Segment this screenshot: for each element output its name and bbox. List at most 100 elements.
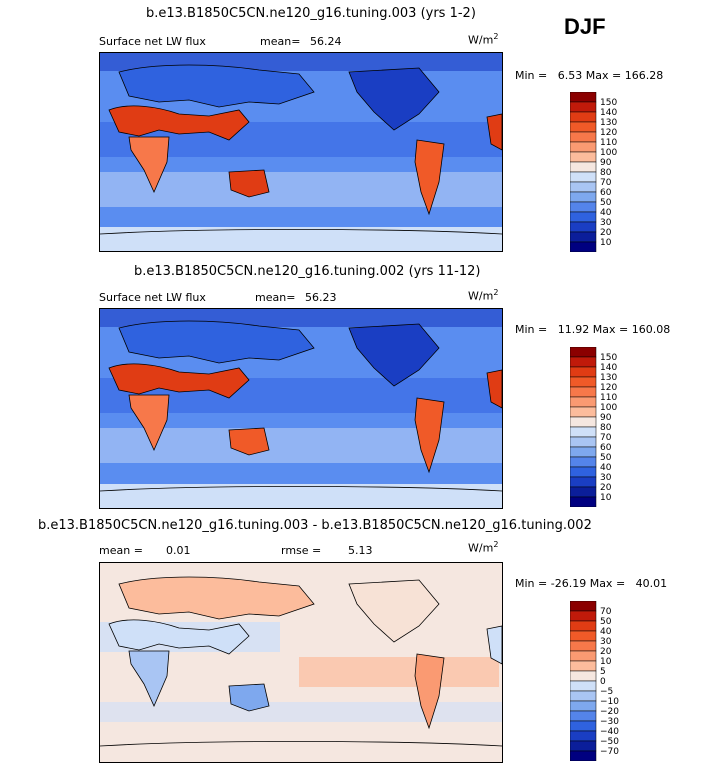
panel1-africa-south — [128, 136, 170, 193]
colorbar-swatch — [570, 426, 597, 438]
colorbar-swatch — [570, 601, 597, 612]
panel3-rmse-value: 5.13 — [348, 544, 373, 557]
panel1-sahara-region — [108, 105, 250, 141]
colorbar-tick-label: −10 — [600, 697, 619, 707]
colorbar-swatch — [570, 436, 597, 448]
colorbar-swatch — [570, 181, 597, 193]
panel1-eurasia — [118, 64, 315, 108]
panel2-north-america — [348, 323, 440, 387]
panel2-south-america — [414, 397, 445, 474]
colorbar-swatch — [570, 456, 597, 468]
colorbar-swatch — [570, 191, 597, 203]
panel2-field-label: Surface net LW flux — [99, 291, 206, 304]
panel2-antarctic-band — [100, 484, 502, 508]
panel3-map — [99, 562, 503, 768]
colorbar-tick-label: 110 — [600, 138, 617, 148]
panel3-minmax: Min = -26.19 Max = 40.01 — [515, 577, 668, 590]
colorbar-swatch — [570, 670, 597, 682]
colorbar-swatch — [570, 141, 597, 153]
colorbar-swatch — [570, 131, 597, 143]
colorbar-swatch — [570, 366, 597, 378]
colorbar-swatch — [570, 211, 597, 223]
panel3-africa-south — [128, 650, 170, 707]
panel1-mean-label: mean= — [260, 35, 301, 48]
colorbar-swatch — [570, 201, 597, 213]
colorbar-tick-label: 40 — [600, 627, 612, 637]
panel2-minmax: Min = 11.92 Max = 160.08 — [515, 323, 671, 336]
colorbar-tick-label: 80 — [600, 168, 612, 178]
panel3-sahara-region — [108, 619, 250, 655]
colorbar-swatch — [570, 231, 597, 243]
colorbar-tick-label: 150 — [600, 353, 617, 363]
panel1-antarctic-band — [100, 227, 502, 251]
colorbar-tick-label: 30 — [600, 218, 612, 228]
colorbar-swatch — [570, 121, 597, 133]
colorbar-tick-label: 100 — [600, 403, 617, 413]
colorbar-tick-label: 5 — [600, 667, 606, 677]
colorbar-swatch — [570, 406, 597, 418]
colorbar-tick-label: −50 — [600, 737, 619, 747]
panel3-mean-label: mean = — [99, 544, 143, 557]
colorbar-swatch — [570, 446, 597, 458]
colorbar-tick-label: −70 — [600, 747, 619, 757]
colorbar-tick-label: 120 — [600, 383, 617, 393]
colorbar-swatch — [570, 92, 597, 103]
colorbar-swatch — [570, 151, 597, 163]
panel1-units: W/m2 — [468, 32, 499, 47]
panel2-africa-south — [128, 394, 170, 451]
colorbar-tick-label: 30 — [600, 637, 612, 647]
panel3-antarctica-coast — [99, 741, 503, 747]
colorbar-swatch — [570, 690, 597, 702]
colorbar-tick-label: 80 — [600, 423, 612, 433]
panel2-antarctica-coast — [99, 486, 503, 492]
colorbar-tick-label: 10 — [600, 238, 612, 248]
panel3-southern-band — [100, 702, 502, 722]
colorbar-tick-label: 60 — [600, 188, 612, 198]
panel3-units: W/m2 — [468, 540, 499, 555]
panel3-map-svg — [99, 562, 503, 763]
panel1-map — [99, 52, 503, 257]
colorbar-swatch — [570, 720, 597, 732]
colorbar-tick-label: 50 — [600, 453, 612, 463]
colorbar-tick-label: 140 — [600, 363, 617, 373]
colorbar-swatch — [570, 630, 597, 642]
colorbar-swatch — [570, 396, 597, 408]
colorbar-tick-label: 150 — [600, 98, 617, 108]
panel1-mean-value: 56.24 — [310, 35, 342, 48]
colorbar-tick-label: 10 — [600, 657, 612, 667]
colorbar-tick-label: 20 — [600, 647, 612, 657]
colorbar-swatch — [570, 496, 597, 507]
colorbar-swatch — [570, 610, 597, 622]
panel1-north-america — [348, 67, 440, 131]
colorbar-tick-label: −20 — [600, 707, 619, 717]
colorbar-swatch — [570, 486, 597, 498]
colorbar-swatch — [570, 740, 597, 752]
panel2-mean-label: mean= — [255, 291, 296, 304]
colorbar-tick-label: 100 — [600, 148, 617, 158]
colorbar-tick-label: 50 — [600, 617, 612, 627]
colorbar-swatch — [570, 416, 597, 428]
colorbar-swatch — [570, 386, 597, 398]
colorbar-swatch — [570, 356, 597, 368]
panel1-minmax: Min = 6.53 Max = 166.28 — [515, 69, 664, 82]
colorbar-tick-label: 30 — [600, 473, 612, 483]
panel1-africa-east-edge — [486, 113, 503, 151]
panel3-north-america — [348, 579, 440, 643]
panel1-australia — [228, 169, 270, 198]
colorbar-swatch — [570, 347, 597, 358]
panel3-australia — [228, 683, 270, 712]
colorbar-tick-label: 20 — [600, 483, 612, 493]
panel3-eurasia — [118, 576, 315, 620]
colorbar-swatch — [570, 650, 597, 662]
panel2-africa-east-edge — [486, 369, 503, 409]
panel2-sahara-region — [108, 363, 250, 399]
panel1-field-label: Surface net LW flux — [99, 35, 206, 48]
panel1-antarctica-coast — [99, 229, 503, 235]
colorbar-swatch — [570, 640, 597, 652]
panel2-eurasia — [118, 320, 315, 364]
colorbar-swatch — [570, 171, 597, 183]
panel2-title: b.e13.B1850C5CN.ne120_g16.tuning.002 (yr… — [134, 264, 481, 279]
panel3-positive-band-east — [299, 657, 499, 687]
colorbar-swatch — [570, 161, 597, 173]
panel2-map-svg — [99, 308, 503, 509]
